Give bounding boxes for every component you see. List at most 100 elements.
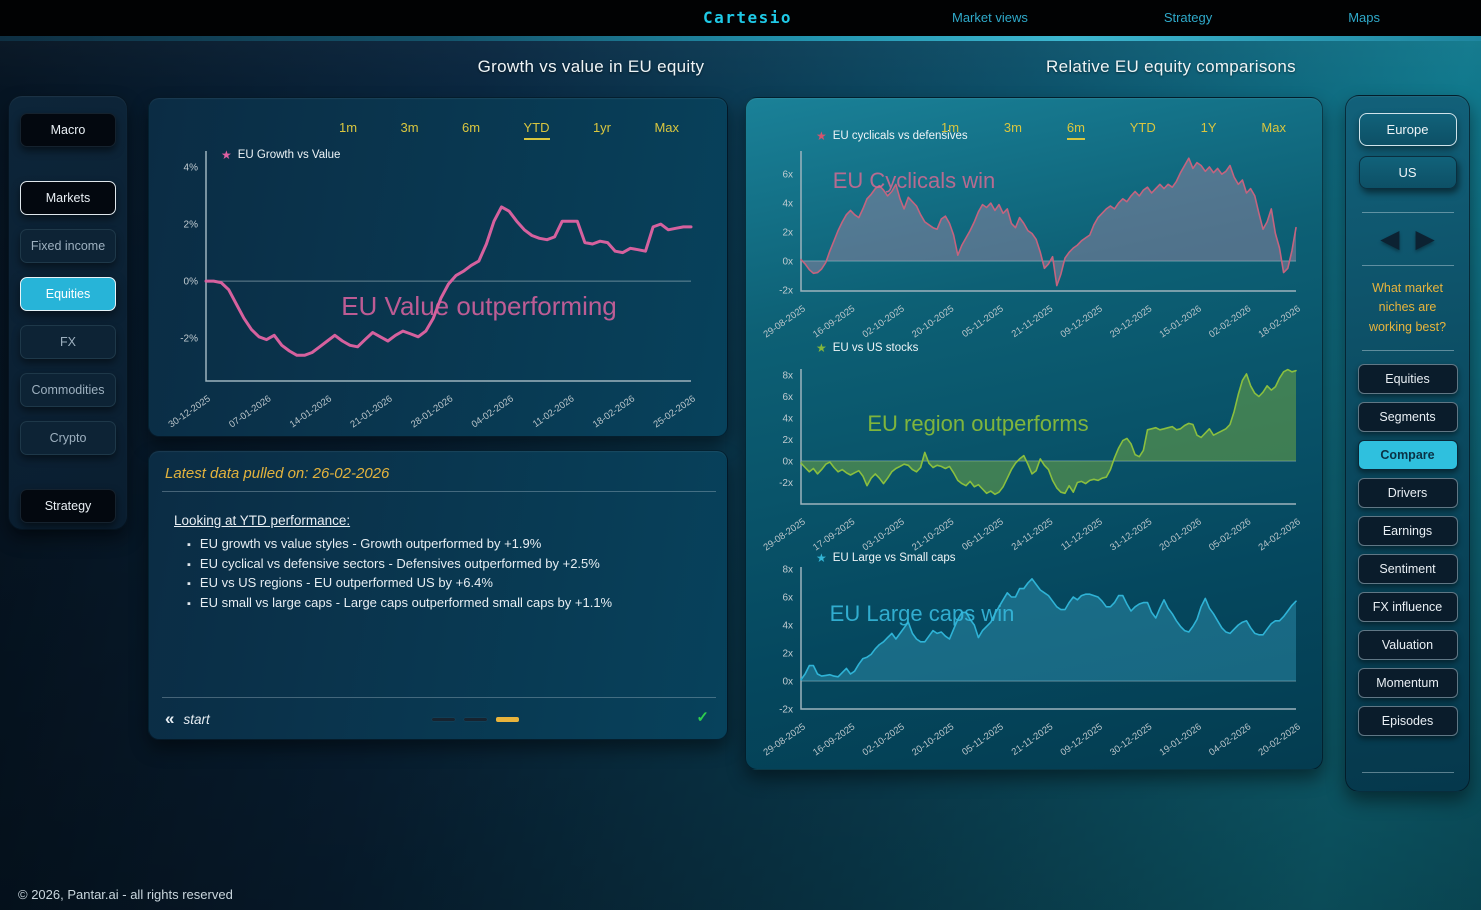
svg-text:6x: 6x bbox=[782, 592, 793, 603]
svg-text:28-01-2026: 28-01-2026 bbox=[409, 393, 455, 430]
back-to-start-label: start bbox=[183, 711, 210, 727]
copyright-footer: © 2026, Pantar.ai - all rights reserved bbox=[18, 887, 233, 902]
timeframe-1y[interactable]: 1Y bbox=[1200, 120, 1217, 135]
nav-item-strategy[interactable]: Strategy bbox=[1163, 10, 1213, 25]
svg-text:06-11-2025: 06-11-2025 bbox=[960, 516, 1006, 552]
divider bbox=[1361, 350, 1454, 352]
nav-accent-line bbox=[0, 36, 1481, 41]
pager-dash[interactable] bbox=[496, 717, 519, 722]
svg-text:8x: 8x bbox=[782, 371, 793, 382]
svg-text:4x: 4x bbox=[782, 199, 793, 210]
sidebar-item-strategy[interactable]: Strategy bbox=[20, 489, 116, 523]
svg-text:11-02-2026: 11-02-2026 bbox=[531, 393, 577, 429]
top-nav: Cartesio Market views Strategy Maps bbox=[0, 0, 1481, 36]
prev-arrow-icon[interactable]: ◀ bbox=[1380, 225, 1400, 253]
legend-label: EU Growth vs Value bbox=[237, 149, 341, 161]
niches-question: What market niches are working best? bbox=[1368, 281, 1447, 334]
menu-button-earnings[interactable]: Earnings bbox=[1357, 516, 1458, 547]
sidebar-item-fx[interactable]: FX bbox=[20, 325, 116, 359]
svg-text:0%: 0% bbox=[184, 277, 199, 288]
large-vs-small-chart-legend: ★ EU Large vs Small caps bbox=[816, 551, 955, 565]
pager-dash[interactable] bbox=[432, 718, 455, 721]
right-sidebar: Europe US ◀ ▶ What market niches are working… bbox=[1345, 95, 1470, 792]
timeframe-6m[interactable]: 6m bbox=[1066, 120, 1085, 140]
svg-text:20-10-2025: 20-10-2025 bbox=[910, 303, 956, 340]
svg-text:21-11-2025: 21-11-2025 bbox=[1010, 303, 1056, 339]
svg-text:EU Cyclicals win: EU Cyclicals win bbox=[833, 168, 996, 193]
legend-label: EU vs US stocks bbox=[832, 342, 919, 354]
menu-button-fx-influence[interactable]: FX influence bbox=[1357, 592, 1458, 623]
left-sidebar: Macro Markets Fixed income Equities FX Commod… bbox=[8, 95, 128, 530]
menu-button-momentum[interactable]: Momentum bbox=[1357, 668, 1458, 699]
back-to-start-button[interactable]: « start bbox=[165, 709, 210, 729]
sidebar-item-crypto[interactable]: Crypto bbox=[20, 421, 116, 455]
legend-star-icon: ★ bbox=[221, 148, 232, 162]
timeframe-1m[interactable]: 1m bbox=[941, 120, 960, 135]
timeframe-3m[interactable]: 3m bbox=[1003, 120, 1022, 135]
menu-button-equities[interactable]: Equities bbox=[1357, 364, 1458, 395]
main-chart-panel: 1m 3m 6m YTD 1yr Max ★ EU Growth vs Value 4% 2… bbox=[148, 97, 728, 437]
svg-text:05-11-2025: 05-11-2025 bbox=[960, 303, 1006, 339]
svg-text:17-09-2025: 17-09-2025 bbox=[811, 516, 857, 553]
region-button-europe[interactable]: Europe bbox=[1358, 113, 1457, 146]
divider bbox=[162, 697, 716, 698]
nav-item-maps[interactable]: Maps bbox=[1348, 10, 1380, 25]
region-button-us[interactable]: US bbox=[1358, 156, 1457, 189]
svg-text:16-09-2025: 16-09-2025 bbox=[811, 303, 857, 340]
timeframe-ytd[interactable]: YTD bbox=[1129, 120, 1156, 135]
timeframe-3m[interactable]: 3m bbox=[400, 120, 419, 135]
svg-text:2%: 2% bbox=[184, 220, 199, 231]
legend-star-icon: ★ bbox=[816, 551, 827, 565]
comparison-timeframe-row: 1m 3m 6m YTD 1Y Max bbox=[941, 120, 1286, 140]
svg-text:6x: 6x bbox=[782, 392, 793, 403]
info-panel: Latest data pulled on: 26-02-2026 Lookin… bbox=[148, 450, 728, 740]
svg-text:8x: 8x bbox=[782, 564, 793, 575]
sidebar-item-equities[interactable]: Equities bbox=[20, 277, 116, 311]
menu-button-segments[interactable]: Segments bbox=[1357, 402, 1458, 433]
svg-text:EU Value outperforming: EU Value outperforming bbox=[341, 291, 617, 321]
timeframe-1yr[interactable]: 1yr bbox=[592, 120, 611, 135]
svg-text:-2x: -2x bbox=[779, 285, 793, 296]
sidebar-item-markets[interactable]: Markets bbox=[20, 181, 116, 215]
app-logo: Cartesio bbox=[703, 8, 793, 27]
menu-button-valuation[interactable]: Valuation bbox=[1357, 630, 1458, 661]
svg-text:02-10-2025: 02-10-2025 bbox=[861, 721, 907, 758]
sidebar-item-macro[interactable]: Macro bbox=[20, 113, 116, 147]
menu-button-episodes[interactable]: Episodes bbox=[1357, 706, 1458, 737]
left-section-title: Growth vs value in EU equity bbox=[477, 57, 705, 76]
legend-star-icon: ★ bbox=[816, 129, 827, 143]
timeframe-max[interactable]: Max bbox=[1261, 120, 1286, 135]
timeframe-6m[interactable]: 6m bbox=[462, 120, 481, 135]
svg-text:21-01-2026: 21-01-2026 bbox=[348, 393, 394, 430]
main-timeframe-row: 1m 3m 6m YTD 1yr Max bbox=[339, 120, 679, 140]
svg-text:6x: 6x bbox=[782, 170, 793, 181]
svg-text:15-01-2026: 15-01-2026 bbox=[1158, 303, 1204, 340]
legend-label: EU Large vs Small caps bbox=[832, 552, 956, 564]
pager-dash[interactable] bbox=[464, 718, 487, 721]
svg-text:03-10-2025: 03-10-2025 bbox=[861, 516, 907, 553]
svg-text:31-12-2025: 31-12-2025 bbox=[1108, 516, 1154, 553]
svg-text:20-02-2026: 20-02-2026 bbox=[1257, 721, 1303, 758]
nav-item-market-views[interactable]: Market views bbox=[952, 10, 1028, 25]
main-chart-legend: ★ EU Growth vs Value bbox=[221, 148, 340, 162]
performance-bullet: EU growth vs value styles - Growth outpe… bbox=[187, 535, 612, 555]
sidebar-item-fixed-income[interactable]: Fixed income bbox=[20, 229, 116, 263]
svg-text:29-12-2025: 29-12-2025 bbox=[1108, 303, 1154, 340]
menu-button-sentiment[interactable]: Sentiment bbox=[1357, 554, 1458, 585]
timeframe-max[interactable]: Max bbox=[654, 120, 679, 135]
sidebar-item-commodities[interactable]: Commodities bbox=[20, 373, 116, 407]
region-arrows: ◀ ▶ bbox=[1380, 226, 1434, 252]
timeframe-1m[interactable]: 1m bbox=[339, 120, 358, 135]
carousel-pager bbox=[432, 717, 519, 722]
menu-button-compare[interactable]: Compare bbox=[1357, 440, 1458, 471]
menu-button-drivers[interactable]: Drivers bbox=[1357, 478, 1458, 509]
timeframe-ytd[interactable]: YTD bbox=[523, 120, 550, 140]
svg-text:02-02-2026: 02-02-2026 bbox=[1207, 303, 1253, 340]
svg-text:30-12-2025: 30-12-2025 bbox=[167, 393, 213, 430]
svg-text:0x: 0x bbox=[782, 257, 793, 268]
legend-label: EU cyclicals vs defensives bbox=[832, 130, 968, 142]
next-arrow-icon[interactable]: ▶ bbox=[1415, 225, 1435, 253]
svg-text:05-02-2026: 05-02-2026 bbox=[1207, 516, 1253, 553]
divider bbox=[1361, 772, 1454, 774]
svg-text:02-10-2025: 02-10-2025 bbox=[861, 303, 907, 340]
